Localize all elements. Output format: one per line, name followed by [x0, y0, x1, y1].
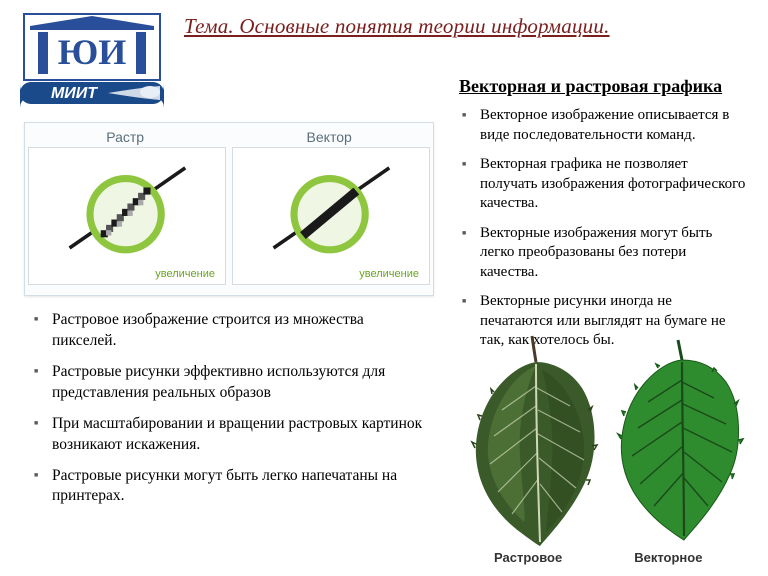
zoom-label-vector: увеличение: [359, 268, 419, 280]
leaf-label-raster: Растровое: [494, 550, 562, 565]
section-subheader: Векторная и растровая графика: [459, 76, 722, 97]
svg-text:МИИТ: МИИТ: [51, 85, 98, 102]
vector-cell: увеличение: [232, 147, 430, 285]
raster-cell: увеличение: [28, 147, 226, 285]
vector-bullets: Векторное изображение описывается в виде…: [460, 106, 746, 361]
raster-vector-comparison: Растр Вектор: [24, 122, 434, 296]
leaf-labels: Растровое Векторное: [452, 550, 752, 565]
list-item: Векторное изображение описывается в виде…: [460, 106, 746, 145]
svg-text:ЮИ: ЮИ: [58, 32, 127, 72]
zoom-label-raster: увеличение: [155, 268, 215, 280]
slide-title: Тема. Основные понятия теории информации…: [184, 14, 744, 39]
leaf-label-vector: Векторное: [634, 550, 702, 565]
list-item: Растровые рисунки эффективно используютс…: [32, 362, 432, 404]
list-item: При масштабировании и вращении растровых…: [32, 414, 432, 456]
comparison-label-vector: Вектор: [307, 129, 352, 145]
logo: ЮИ МИИТ: [18, 8, 166, 112]
list-item: Растровые рисунки могут быть легко напеч…: [32, 466, 432, 508]
list-item: Растровое изображение строится из множес…: [32, 310, 432, 352]
list-item: Векторные изображения могут быть легко п…: [460, 224, 746, 283]
comparison-label-raster: Растр: [106, 129, 144, 145]
raster-bullets: Растровое изображение строится из множес…: [32, 310, 432, 517]
list-item: Векторная графика не позволяет получать …: [460, 155, 746, 214]
leaves-illustration: [452, 326, 752, 556]
